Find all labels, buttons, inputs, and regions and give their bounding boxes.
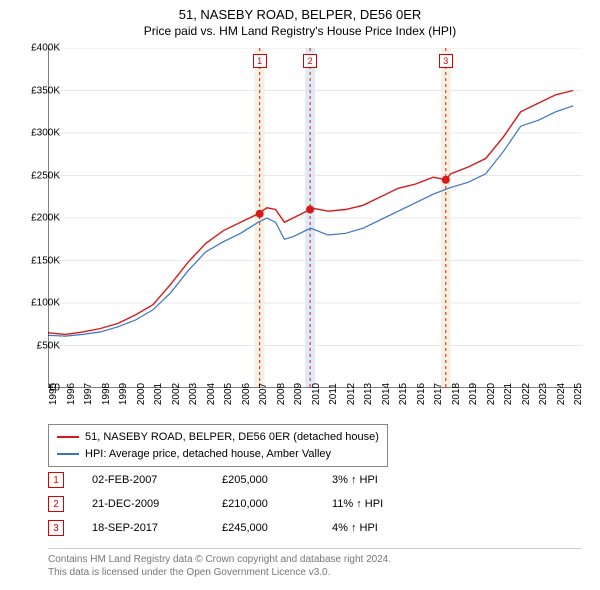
x-tick-label: 2019: [468, 383, 479, 405]
x-tick-label: 2022: [521, 383, 532, 405]
x-tick-label: 2001: [153, 383, 164, 405]
legend-label: HPI: Average price, detached house, Ambe…: [85, 446, 331, 463]
x-tick-label: 2018: [451, 383, 462, 405]
plot-area: [48, 48, 582, 388]
x-tick-label: 2024: [556, 383, 567, 405]
legend-swatch: [57, 453, 79, 455]
sale-hpi-delta: 3% ↑ HPI: [332, 474, 452, 486]
x-tick-label: 1995: [48, 383, 59, 405]
sale-date: 21-DEC-2009: [92, 498, 222, 510]
legend-label: 51, NASEBY ROAD, BELPER, DE56 0ER (detac…: [85, 429, 379, 446]
x-tick-label: 2021: [503, 383, 514, 405]
x-tick-label: 2011: [328, 383, 339, 405]
attribution-footer: Contains HM Land Registry data © Crown c…: [48, 548, 582, 579]
sale-price: £210,000: [222, 498, 332, 510]
sale-marker-badge: 1: [253, 54, 267, 68]
x-tick-label: 2013: [363, 383, 374, 405]
x-tick-label: 1999: [118, 383, 129, 405]
x-tick-label: 2000: [136, 383, 147, 405]
x-tick-label: 2017: [433, 383, 444, 405]
x-tick-label: 1996: [66, 383, 77, 405]
x-tick-label: 2009: [293, 383, 304, 405]
footer-line-2: This data is licensed under the Open Gov…: [48, 566, 582, 579]
y-tick-label: £50K: [14, 340, 60, 351]
x-tick-label: 2014: [381, 383, 392, 405]
y-tick-label: £400K: [14, 43, 60, 54]
sale-number-badge: 2: [48, 496, 64, 512]
chart-container: 51, NASEBY ROAD, BELPER, DE56 0ER Price …: [0, 0, 600, 590]
x-tick-label: 1998: [101, 383, 112, 405]
sale-number-badge: 1: [48, 472, 64, 488]
sale-row: 2 21-DEC-2009£210,00011% ↑ HPI: [48, 492, 452, 516]
legend-swatch: [57, 436, 79, 438]
y-tick-label: £300K: [14, 128, 60, 139]
x-tick-label: 2016: [416, 383, 427, 405]
x-tick-label: 2004: [206, 383, 217, 405]
sale-marker-badge: 3: [439, 54, 453, 68]
sale-marker-badge: 2: [303, 54, 317, 68]
sale-hpi-delta: 11% ↑ HPI: [332, 498, 452, 510]
x-tick-label: 2010: [311, 383, 322, 405]
sale-hpi-delta: 4% ↑ HPI: [332, 522, 452, 534]
sales-table: 1 02-FEB-2007£205,0003% ↑ HPI 2 21-DEC-2009…: [48, 468, 452, 540]
sale-number-badge: 3: [48, 520, 64, 536]
sale-price: £245,000: [222, 522, 332, 534]
sale-date: 02-FEB-2007: [92, 474, 222, 486]
chart-subtitle: Price paid vs. HM Land Registry's House …: [0, 24, 600, 42]
y-tick-label: £150K: [14, 255, 60, 266]
x-tick-label: 2012: [346, 383, 357, 405]
x-tick-label: 2002: [171, 383, 182, 405]
footer-line-1: Contains HM Land Registry data © Crown c…: [48, 553, 582, 566]
line-chart-svg: [48, 48, 582, 388]
x-tick-label: 2008: [276, 383, 287, 405]
y-tick-label: £250K: [14, 170, 60, 181]
x-tick-label: 2003: [188, 383, 199, 405]
x-tick-label: 2025: [573, 383, 584, 405]
x-tick-label: 2007: [258, 383, 269, 405]
y-tick-label: £100K: [14, 298, 60, 309]
y-tick-label: £200K: [14, 213, 60, 224]
sale-date: 18-SEP-2017: [92, 522, 222, 534]
x-tick-label: 2015: [398, 383, 409, 405]
sale-row: 3 18-SEP-2017£245,0004% ↑ HPI: [48, 516, 452, 540]
legend-item: 51, NASEBY ROAD, BELPER, DE56 0ER (detac…: [57, 429, 379, 446]
x-tick-label: 2006: [241, 383, 252, 405]
y-tick-label: £350K: [14, 85, 60, 96]
chart-title: 51, NASEBY ROAD, BELPER, DE56 0ER: [0, 0, 600, 24]
legend-item: HPI: Average price, detached house, Ambe…: [57, 446, 379, 463]
x-tick-label: 1997: [83, 383, 94, 405]
x-tick-label: 2020: [486, 383, 497, 405]
sale-row: 1 02-FEB-2007£205,0003% ↑ HPI: [48, 468, 452, 492]
x-tick-label: 2023: [538, 383, 549, 405]
legend: 51, NASEBY ROAD, BELPER, DE56 0ER (detac…: [48, 424, 388, 467]
x-tick-label: 2005: [223, 383, 234, 405]
sale-price: £205,000: [222, 474, 332, 486]
